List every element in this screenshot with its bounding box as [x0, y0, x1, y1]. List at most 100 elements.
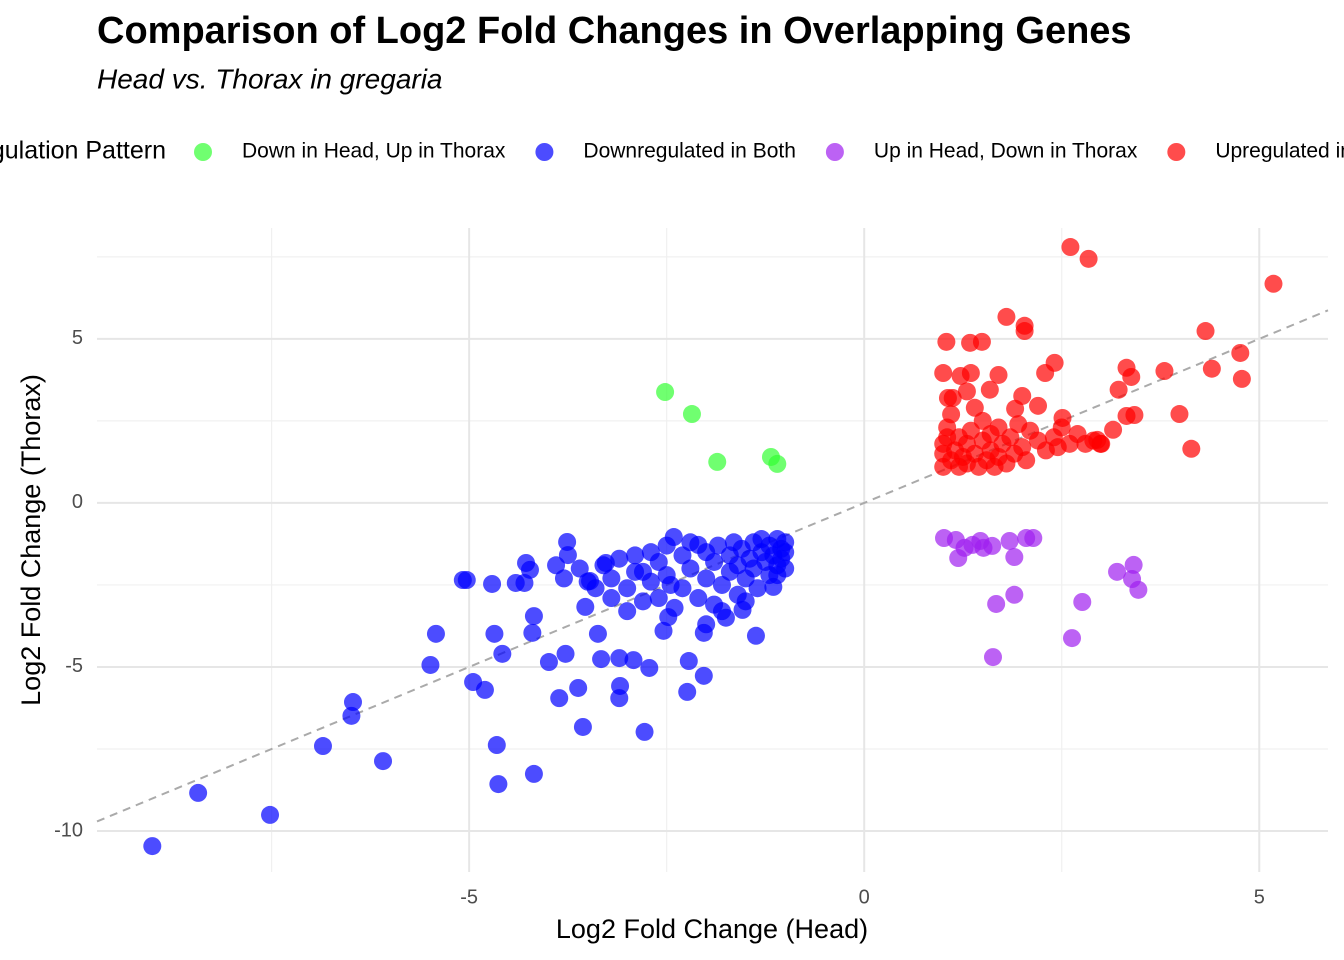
grid [97, 228, 1328, 872]
point [520, 560, 539, 579]
legend-label: Downregulated in Both [583, 140, 795, 163]
point [997, 307, 1016, 326]
point [679, 652, 698, 671]
point [1029, 396, 1048, 415]
point [539, 653, 558, 672]
point [1000, 531, 1019, 550]
chart-title: Comparison of Log2 Fold Changes in Overl… [97, 10, 1132, 52]
point [618, 602, 637, 621]
point [654, 621, 673, 640]
point [681, 533, 700, 552]
point [989, 418, 1008, 437]
x-axis-label: Log2 Fold Change (Head) [556, 914, 868, 944]
point [697, 615, 716, 634]
point [1202, 359, 1221, 378]
series [143, 528, 795, 856]
point [697, 569, 716, 588]
point [1001, 428, 1020, 447]
point [602, 589, 621, 608]
point [1129, 580, 1148, 599]
point [602, 569, 621, 588]
x-tick-label: 5 [1254, 886, 1265, 908]
point [189, 783, 208, 802]
point [736, 592, 755, 611]
point [573, 717, 592, 736]
point [1155, 362, 1174, 381]
point [1117, 406, 1136, 425]
point [942, 405, 961, 424]
point [1122, 367, 1141, 386]
point [421, 655, 440, 674]
point [1264, 274, 1283, 293]
series [934, 238, 1283, 476]
point [143, 837, 162, 856]
point [569, 678, 588, 697]
point [649, 589, 668, 608]
point [694, 666, 713, 685]
point [487, 736, 506, 755]
point [1036, 364, 1055, 383]
point [610, 549, 629, 568]
point [483, 574, 502, 593]
point [493, 644, 512, 663]
point [1231, 343, 1250, 362]
point [673, 546, 692, 565]
point [547, 556, 566, 575]
point [342, 706, 361, 725]
legend-title: Regulation Pattern [0, 137, 166, 165]
point [965, 398, 984, 417]
point [558, 532, 577, 551]
point [689, 589, 708, 608]
point [633, 562, 652, 581]
point [313, 737, 332, 756]
y-tick-label: -5 [65, 655, 83, 677]
point [961, 364, 980, 383]
x-tick-label: -5 [460, 886, 478, 908]
point [633, 592, 652, 611]
point [523, 623, 542, 642]
series [935, 529, 1148, 667]
point [656, 383, 675, 402]
point [983, 536, 1002, 555]
point [957, 382, 976, 401]
y-tick-label: -10 [54, 819, 83, 841]
point [1170, 405, 1189, 424]
point [705, 552, 724, 571]
point [475, 680, 494, 699]
point [1232, 369, 1251, 388]
point [618, 579, 637, 598]
point [1079, 249, 1098, 268]
point [261, 805, 280, 824]
point [558, 546, 577, 565]
point [343, 693, 362, 712]
point [678, 682, 697, 701]
point [961, 421, 980, 440]
point [708, 452, 727, 471]
legend-label: Down in Head, Up in Thorax [242, 140, 506, 163]
point [657, 536, 676, 555]
point [576, 597, 595, 616]
point [665, 598, 684, 617]
point [554, 569, 573, 588]
point [1108, 562, 1127, 581]
point [1005, 585, 1024, 604]
y-tick-label: 0 [72, 491, 83, 513]
point [989, 365, 1008, 384]
point [746, 626, 765, 645]
point [934, 364, 953, 383]
point [776, 543, 795, 562]
point [588, 624, 607, 643]
point [1196, 322, 1215, 341]
legend-swatch [825, 143, 844, 161]
point [578, 572, 597, 591]
point [1109, 380, 1128, 399]
y-axis-label: Log2 Fold Change (Thorax) [16, 374, 46, 706]
point [610, 649, 629, 668]
point [1073, 592, 1092, 611]
point [1063, 629, 1082, 648]
point [626, 546, 645, 565]
point [748, 579, 767, 598]
point [524, 607, 543, 626]
point [712, 575, 731, 594]
